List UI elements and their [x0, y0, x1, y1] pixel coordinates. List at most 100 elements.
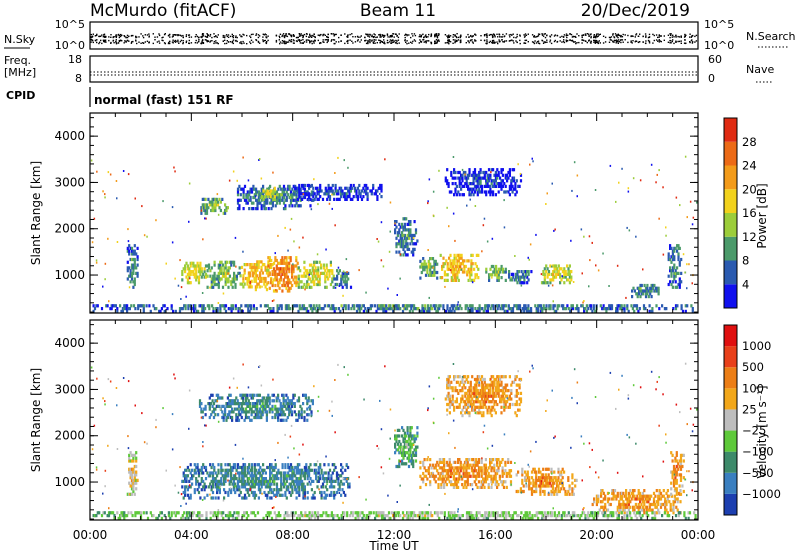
scatter-cell — [309, 198, 311, 201]
scatter-cell — [220, 463, 222, 466]
nsky-point — [203, 33, 204, 34]
scatter-cell — [329, 195, 331, 198]
nsky-point — [405, 37, 406, 38]
scatter-cell — [333, 198, 335, 201]
scatter-cell — [328, 477, 330, 480]
nsearch-point — [233, 39, 234, 40]
nsearch-point — [157, 41, 158, 42]
nsky-point — [252, 34, 253, 35]
scatter-cell — [307, 496, 309, 499]
nsearch-point — [411, 43, 412, 44]
scatter-cell — [134, 250, 136, 253]
nsearch-point — [664, 40, 665, 41]
noise-cell — [690, 201, 692, 203]
scatter-cell — [639, 295, 641, 298]
scatter-cell — [454, 171, 456, 174]
nsky-point — [168, 35, 169, 36]
scatter-cell — [509, 193, 511, 196]
noise-cell — [589, 259, 591, 261]
nsearch-point — [169, 41, 170, 42]
scatter-cell — [679, 277, 681, 280]
scatter-cell — [331, 269, 333, 272]
scatter-cell — [358, 184, 360, 187]
scatter-cell — [270, 266, 272, 269]
nsearch-point — [136, 43, 137, 44]
scatter-cell — [441, 276, 443, 279]
nsearch-point — [660, 40, 661, 41]
scatter-cell — [545, 264, 547, 267]
scatter-cell — [296, 488, 298, 491]
scatter-cell — [646, 284, 648, 287]
nsearch-point — [207, 40, 208, 41]
nsearch-point — [336, 41, 337, 42]
noise-cell — [541, 273, 543, 275]
scatter-cell — [681, 304, 683, 307]
scatter-cell — [229, 275, 231, 278]
nsearch-point — [620, 42, 621, 43]
scatter-cell — [668, 252, 670, 255]
scatter-cell — [184, 267, 186, 270]
scatter-cell — [345, 304, 347, 307]
scatter-cell — [253, 304, 255, 307]
scatter-cell — [205, 466, 207, 469]
scatter-cell — [215, 496, 217, 499]
scatter-cell — [511, 278, 513, 281]
scatter-cell — [476, 273, 478, 276]
scatter-cell — [227, 491, 229, 494]
scatter-cell — [672, 280, 674, 283]
nsky-point — [228, 37, 229, 38]
scatter-cell — [516, 281, 518, 284]
scatter-cell — [166, 307, 168, 310]
scatter-cell — [214, 209, 216, 212]
scatter-cell — [520, 179, 522, 182]
noise-cell — [141, 205, 143, 207]
scatter-cell — [348, 195, 350, 198]
scatter-cell — [232, 410, 234, 413]
noise-cell — [188, 221, 190, 223]
noise-cell — [317, 203, 319, 205]
noise-cell — [475, 205, 477, 207]
nsearch-point — [605, 41, 606, 42]
scatter-cell — [433, 274, 435, 277]
scatter-cell — [295, 256, 297, 259]
scatter-cell — [283, 394, 285, 397]
scatter-cell — [463, 259, 465, 262]
scatter-cell — [686, 304, 688, 307]
scatter-cell — [348, 304, 350, 307]
noise-cell — [346, 258, 348, 260]
nsearch-point — [460, 40, 461, 41]
scatter-cell — [252, 202, 254, 205]
nsearch-point — [595, 42, 596, 43]
nsky-point — [140, 33, 141, 34]
scatter-cell — [333, 286, 335, 289]
scatter-cell — [422, 257, 424, 260]
scatter-cell — [131, 493, 133, 496]
nsearch-point — [434, 41, 435, 42]
scatter-cell — [286, 477, 288, 480]
noise-cell — [621, 168, 623, 170]
nsearch-point — [513, 42, 514, 43]
nave-tick-top: 60 — [708, 53, 722, 66]
noise-cell — [400, 253, 402, 255]
scatter-cell — [326, 494, 328, 497]
nsearch-point — [90, 41, 91, 42]
scatter-cell — [357, 198, 359, 201]
nsearch-point — [684, 39, 685, 40]
nsky-point — [304, 34, 305, 35]
scatter-cell — [265, 280, 267, 283]
nsky-point — [287, 36, 288, 37]
scatter-cell — [534, 304, 536, 307]
cpid-text: normal (fast) 151 RF — [94, 93, 234, 107]
nsky-point — [668, 35, 669, 36]
nsearch-point — [677, 41, 678, 42]
nsky-point — [233, 37, 234, 38]
noise-cell — [552, 284, 554, 286]
scatter-cell — [308, 283, 310, 286]
scatter-cell — [651, 307, 653, 310]
nsearch-point — [627, 42, 628, 43]
nsky-point — [421, 35, 422, 36]
nsearch-point — [630, 42, 631, 43]
nsearch-point — [131, 43, 132, 44]
scatter-cell — [623, 307, 625, 310]
scatter-cell — [231, 408, 233, 411]
